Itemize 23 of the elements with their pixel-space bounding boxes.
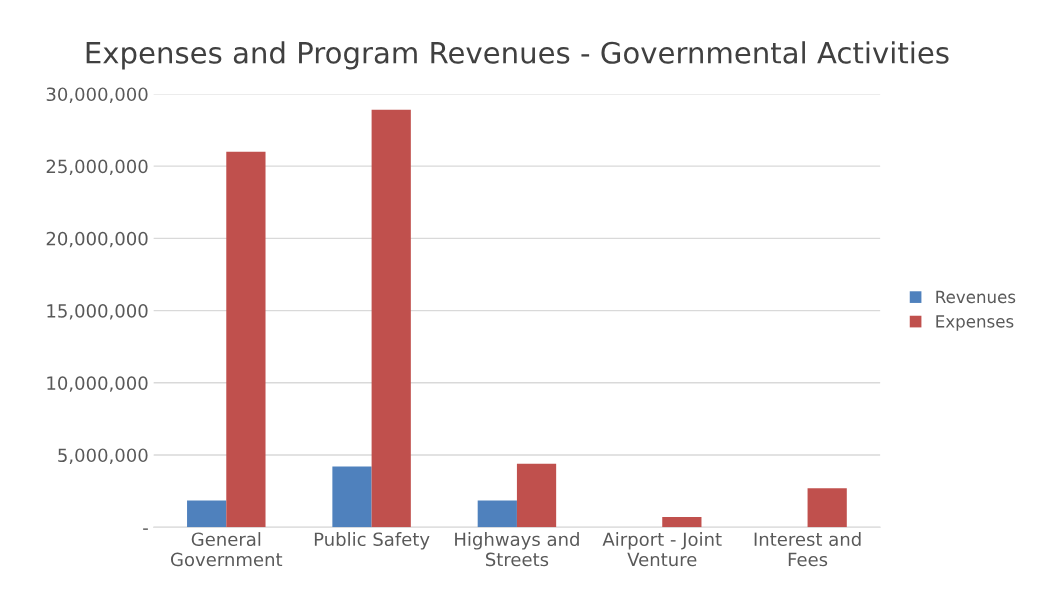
bar <box>371 109 411 528</box>
legend-label: Revenues <box>936 290 1016 304</box>
bar <box>662 517 702 528</box>
y-tick-label: 10,000,000 <box>47 376 148 392</box>
bar <box>807 488 847 528</box>
y-tick-label: 25,000,000 <box>46 159 148 176</box>
x-tick-label: Highways and Streets <box>455 532 579 567</box>
bar <box>226 151 266 528</box>
y-tick-label: 5,000,000 <box>58 448 148 464</box>
y-tick-label: 20,000,000 <box>46 231 148 248</box>
bar <box>516 463 557 528</box>
x-tick-label: Public Safety <box>314 532 430 550</box>
x-tick-label: Interest and Fees <box>754 532 861 567</box>
y-tick-label: 15,000,000 <box>47 304 148 320</box>
chart-title: Expenses and Program Revenues - Governmental Activities <box>86 41 949 70</box>
y-tick-label: 30,000,000 <box>46 87 148 103</box>
bar <box>477 500 517 528</box>
bar <box>187 500 227 528</box>
legend-label: Expenses <box>936 315 1014 331</box>
y-tick-label: - <box>143 528 148 530</box>
x-tick-label: General Government <box>171 532 283 567</box>
bar <box>332 466 372 528</box>
x-tick-label: Airport - Joint Venture <box>602 532 722 567</box>
